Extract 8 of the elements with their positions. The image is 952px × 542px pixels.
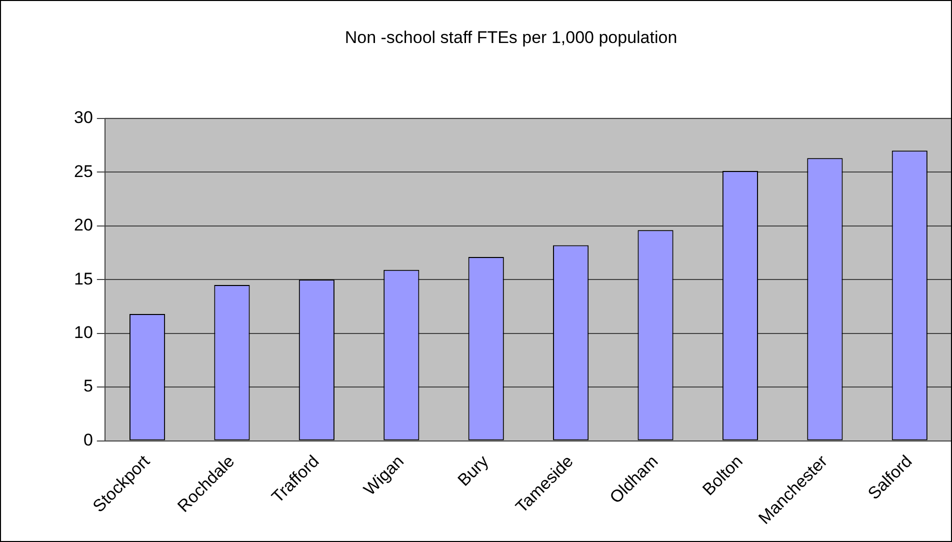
y-tick-label: 25 (74, 162, 93, 181)
y-tick-label: 30 (74, 108, 93, 128)
y-tick-label: 0 (83, 430, 93, 450)
y-tick-label: 20 (74, 216, 93, 235)
y-tick-label: 5 (83, 376, 93, 396)
y-tick-label: 15 (74, 269, 93, 288)
y-tick-label: 10 (74, 323, 93, 342)
chart-title: Non -school staff FTEs per 1,000 population (344, 28, 678, 47)
